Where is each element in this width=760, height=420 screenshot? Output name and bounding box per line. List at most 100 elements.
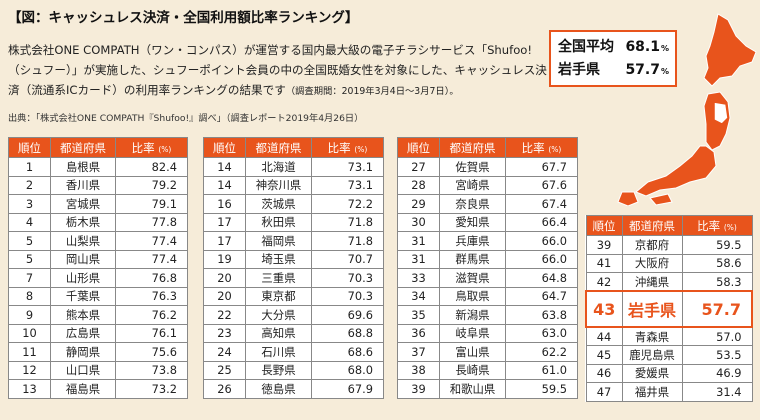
table-row: 5 山梨県 77.4: [8, 231, 188, 251]
prefecture-cell: 宮崎県: [439, 175, 506, 195]
national-average-value: 68.1: [625, 39, 660, 55]
iwate-value: 57.7: [625, 62, 660, 78]
rank-cell: 16: [203, 194, 246, 214]
table-row: 9 熊本県 76.2: [8, 305, 188, 325]
rate-cell: 46.9: [681, 363, 753, 383]
rank-cell: 44: [585, 326, 623, 346]
rank-cell: 26: [203, 379, 246, 399]
rank-cell: 22: [203, 305, 246, 325]
rank-cell: 38: [397, 360, 440, 380]
rank-cell: 25: [203, 360, 246, 380]
rank-cell: 34: [397, 286, 440, 306]
prefecture-cell: 愛媛県: [621, 363, 683, 383]
header-prefecture: 都道府県: [50, 137, 116, 158]
table-row: 37 富山県 62.2: [397, 342, 578, 362]
rank-cell: 14: [203, 157, 246, 177]
header-rate: 比率 (%): [311, 137, 384, 158]
table-row: 19 埼玉県 70.7: [203, 249, 384, 269]
prefecture-cell: 栃木県: [50, 212, 116, 232]
prefecture-cell: 埼玉県: [245, 249, 312, 269]
prefecture-cell: 長崎県: [439, 360, 506, 380]
table-row: 1 島根県 82.4: [8, 157, 188, 177]
intro-text: 株式会社ONE COMPATH（ワン・コンパス）が運営する国内最大級の電子チラシ…: [8, 43, 547, 97]
header-prefecture: 都道府県: [439, 137, 506, 158]
ranking-table-3: 順位 都道府県 比率 (%) 27 佐賀県 67.7 28 宮崎県 67.6 29 奈良県 67.4 3…: [397, 137, 578, 399]
iwate-shape: [713, 101, 729, 125]
table-header-row: 順位 都道府県 比率 (%): [8, 137, 188, 158]
rate-cell: 64.8: [505, 268, 578, 288]
prefecture-cell: 徳島県: [245, 379, 312, 399]
rate-cell: 63.0: [505, 323, 578, 343]
table-row: 34 鳥取県 64.7: [397, 286, 578, 306]
prefecture-cell: 大阪府: [621, 253, 683, 273]
prefecture-cell: 大分県: [245, 305, 312, 325]
hokkaido-shape: [703, 13, 757, 87]
rank-cell: 30: [397, 212, 440, 232]
table-row: 27 佐賀県 67.7: [397, 157, 578, 177]
rate-cell: 77.4: [115, 249, 188, 269]
prefecture-cell: 石川県: [245, 342, 312, 362]
table-row: 43 岩手県 57.7: [585, 290, 753, 328]
prefecture-cell: 島根県: [50, 157, 116, 177]
rate-cell: 68.6: [311, 342, 384, 362]
rate-cell: 76.1: [115, 323, 188, 343]
rank-cell: 11: [8, 342, 51, 362]
prefecture-cell: 千葉県: [50, 286, 116, 306]
prefecture-cell: 和歌山県: [439, 379, 506, 399]
table-row: 2 香川県 79.2: [8, 175, 188, 195]
rate-cell: 68.0: [311, 360, 384, 380]
rank-cell: 5: [8, 249, 51, 269]
header-rate: 比率 (%): [505, 137, 578, 158]
prefecture-cell: 岡山県: [50, 249, 116, 269]
prefecture-cell: 静岡県: [50, 342, 116, 362]
rate-cell: 69.6: [311, 305, 384, 325]
table-row: 39 京都府 59.5: [585, 235, 753, 255]
table-header-row: 順位 都道府県 比率 (%): [203, 137, 384, 158]
national-average-row: 全国平均 68.1%: [558, 36, 669, 59]
header-prefecture: 都道府県: [245, 137, 312, 158]
table-row: 22 大分県 69.6: [203, 305, 384, 325]
table-row: 45 鹿児島県 53.5: [585, 345, 753, 365]
rate-cell: 67.4: [505, 194, 578, 214]
rate-cell: 67.7: [505, 157, 578, 177]
rate-cell: 66.4: [505, 212, 578, 232]
rank-cell: 29: [397, 194, 440, 214]
table-row: 29 奈良県 67.4: [397, 194, 578, 214]
rate-cell: 70.3: [311, 286, 384, 306]
header-rate-unit: (%): [723, 222, 737, 232]
pct-unit: %: [660, 67, 669, 76]
prefecture-cell: 愛知県: [439, 212, 506, 232]
prefecture-cell: 福島県: [50, 379, 116, 399]
rate-cell: 79.2: [115, 175, 188, 195]
prefecture-cell: 神奈川県: [245, 175, 312, 195]
header-rank: 順位: [203, 137, 246, 158]
table-row: 14 北海道 73.1: [203, 157, 384, 177]
rate-cell: 57.0: [681, 326, 753, 346]
table-row: 16 茨城県 72.2: [203, 194, 384, 214]
header-rank: 順位: [397, 137, 440, 158]
rate-cell: 67.9: [311, 379, 384, 399]
table-row: 17 秋田県 71.8: [203, 212, 384, 232]
rank-cell: 1: [8, 157, 51, 177]
header-rate-label: 比率: [327, 140, 351, 155]
prefecture-cell: 青森県: [621, 326, 683, 346]
table-row: 28 宮崎県 67.6: [397, 175, 578, 195]
table-row: 24 石川県 68.6: [203, 342, 384, 362]
prefecture-cell: 滋賀県: [439, 268, 506, 288]
prefecture-cell: 鹿児島県: [621, 345, 683, 365]
prefecture-cell: 広島県: [50, 323, 116, 343]
rate-cell: 58.6: [681, 253, 753, 273]
table-row: 33 滋賀県 64.8: [397, 268, 578, 288]
rate-cell: 76.2: [115, 305, 188, 325]
header-prefecture: 都道府県: [621, 215, 683, 236]
prefecture-cell: 富山県: [439, 342, 506, 362]
prefecture-cell: 茨城県: [245, 194, 312, 214]
rate-cell: 76.3: [115, 286, 188, 306]
header-rate-unit: (%): [354, 144, 368, 154]
rank-cell: 35: [397, 305, 440, 325]
table-row: 41 大阪府 58.6: [585, 253, 753, 273]
rate-cell: 59.5: [681, 235, 753, 255]
rank-cell: 39: [397, 379, 440, 399]
prefecture-cell: 沖縄県: [621, 272, 683, 292]
header-rate-label: 比率: [521, 140, 545, 155]
